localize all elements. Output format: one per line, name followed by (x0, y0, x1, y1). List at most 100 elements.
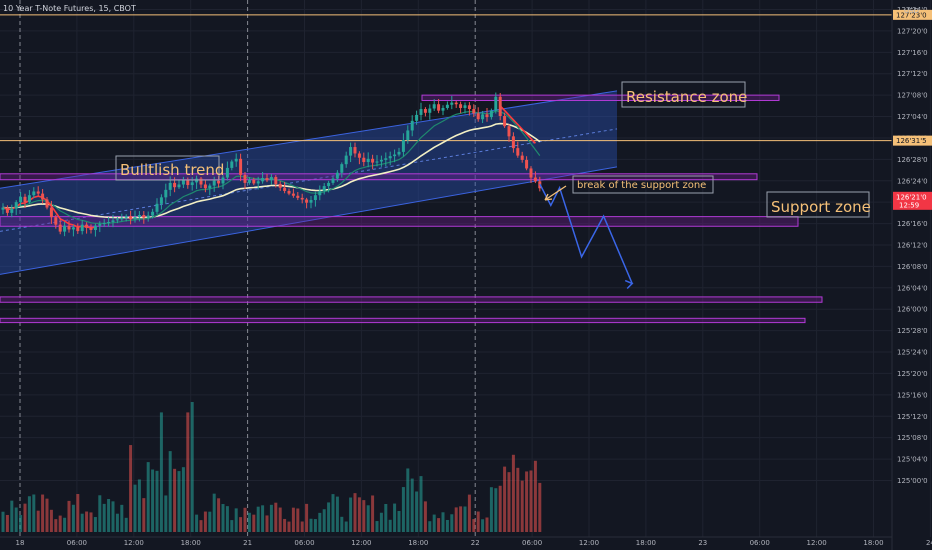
candle-body (335, 172, 339, 179)
annotations: Resistance zone Support zone Bulltlish tre… (115, 81, 871, 218)
candle-body (423, 109, 427, 113)
candle-body (331, 178, 335, 183)
candle-body (371, 158, 375, 163)
volume-bar (230, 520, 234, 532)
price-axis[interactable]: 127'24'0127'20'0127'16'0127'12'0127'08'0… (891, 0, 932, 550)
candle-body (525, 159, 529, 169)
candle-body (247, 179, 251, 183)
candle-body (340, 164, 344, 173)
volume-bar (401, 487, 405, 532)
countdown-label: 12:59 (899, 201, 919, 209)
candle-body (203, 184, 207, 189)
volume-bar (124, 517, 128, 532)
candle-body (217, 180, 221, 184)
candle-body (269, 177, 273, 181)
volume-bar (384, 503, 388, 532)
candle-body (406, 130, 410, 141)
volume-bar (256, 506, 260, 532)
resistance-zone-label-box (621, 81, 746, 108)
volume-bar (269, 504, 273, 532)
grid (0, 0, 931, 537)
candle-body (318, 190, 322, 196)
price-tick-label: 126'16'0 (897, 220, 928, 228)
candle-body (309, 200, 313, 203)
candle-body (173, 182, 177, 188)
candle-body (190, 182, 194, 186)
volume-bar (450, 514, 454, 532)
volume-bar (410, 478, 414, 532)
price-label-text: 126'21'0 (896, 193, 927, 201)
time-tick-label: 18:00 (181, 539, 201, 547)
break-arrow (544, 185, 567, 201)
volume-bar (177, 471, 181, 532)
zones (0, 94, 823, 324)
price-label-badge (893, 9, 932, 20)
candle-body (529, 168, 533, 178)
currency-label: USD (904, 7, 919, 15)
resistance-zone-label: Resistance zone (626, 88, 747, 106)
volume-bar (261, 505, 265, 532)
volume-bar (291, 507, 295, 532)
volume-bar (173, 468, 177, 532)
candle-body (291, 193, 295, 196)
candle-body (155, 203, 159, 212)
candle-body (441, 107, 445, 111)
candle-body (54, 217, 58, 225)
candle-body (19, 196, 23, 203)
candle-body (98, 224, 102, 226)
volume-bar (375, 521, 379, 532)
candle-body (225, 167, 229, 178)
price-label-text: 127'23'0 (896, 11, 927, 19)
volume-bar (5, 514, 9, 532)
volume-bar (419, 476, 423, 532)
time-tick-label: 12:00 (807, 539, 827, 547)
volume-bar (353, 493, 357, 532)
volume-bar (252, 514, 256, 532)
volume-bar (1, 511, 5, 532)
candle-body (243, 174, 247, 183)
volume-bar (239, 517, 243, 532)
price-tick-label: 126'04'0 (897, 284, 928, 292)
time-axis[interactable]: 18 06:00 12:00 18:00 21 06:00 12:00 18:00 22 06:0… (0, 536, 932, 547)
price-tick-label: 127'12'0 (897, 70, 928, 78)
candle-body (362, 157, 366, 163)
volume-bar (76, 494, 80, 532)
candle-body (419, 109, 423, 115)
volume-bar (463, 506, 467, 532)
candle-body (516, 148, 520, 156)
volume-bar (102, 503, 106, 532)
price-tick-label: 127'04'0 (897, 113, 928, 121)
volume-bar (344, 521, 348, 532)
volume-bar (349, 497, 353, 532)
volume-bar (397, 511, 401, 532)
time-tick-label: 18:00 (408, 539, 428, 547)
volume-bar (432, 514, 436, 532)
candle-body (67, 225, 71, 230)
time-tick-label: 18 (16, 539, 25, 547)
price-tick-label: 126'28'0 (897, 156, 928, 164)
time-tick-label: 12:00 (124, 539, 144, 547)
volume-bar (120, 504, 124, 532)
volume-bar (151, 469, 155, 532)
price-tick-label: 127'08'0 (897, 92, 928, 100)
candle-body (137, 215, 141, 218)
candle-body (89, 227, 93, 231)
price-label-badge (893, 135, 932, 146)
zone-zone-4 (0, 296, 823, 303)
candle-body (32, 191, 36, 196)
candle-body (63, 225, 67, 232)
volume-bar (529, 470, 533, 532)
volume-bar (516, 467, 520, 532)
volume-bar (335, 496, 339, 532)
bullish-trend-label-box (115, 155, 220, 181)
volume-bar (71, 504, 75, 532)
candle-body (450, 102, 454, 105)
volume-bar (313, 519, 317, 532)
volume-bar (309, 518, 313, 532)
volume-bar (454, 507, 458, 532)
candle-body (252, 179, 256, 184)
candle-body (14, 202, 18, 209)
candle-body (393, 154, 397, 157)
channel-fill (0, 90, 617, 275)
